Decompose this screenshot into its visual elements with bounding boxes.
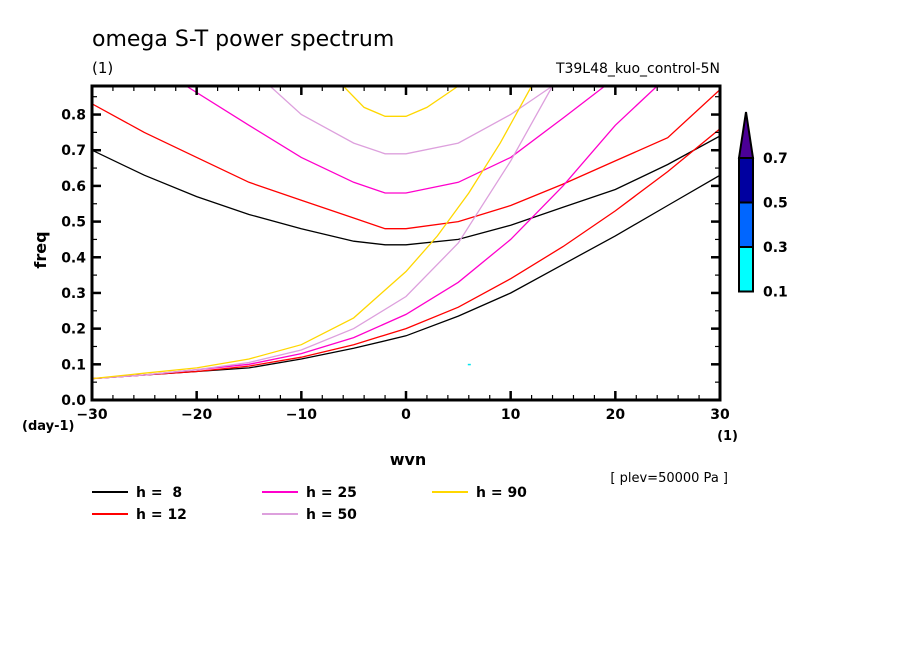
legend: h = 8 h = 12 h = 25 h = 50 h = 90 (92, 485, 527, 523)
y-tick-label: 0.2 (61, 322, 86, 338)
colorbar-extend-arrow (737, 111, 755, 159)
series-line-h8-lower (92, 174, 720, 380)
x-tick-label: 30 (710, 407, 730, 423)
x-axis-label: wvn (390, 450, 427, 469)
y-tick-label: 0.4 (61, 250, 86, 266)
annotation-plev: [ plev=50000 Pa ] (610, 471, 728, 486)
plot-border (90, 84, 722, 402)
x-tick-label: −10 (286, 407, 317, 423)
legend-label: h = 12 (136, 507, 187, 523)
y-axis-unit: (day-1) (22, 419, 74, 434)
series-line-h25-upper (185, 86, 606, 194)
subtitle-left: (1) (92, 59, 113, 77)
series-line-h50-upper (269, 86, 553, 155)
chart-title: omega S-T power spectrum (92, 27, 394, 52)
colorbar-box (738, 157, 754, 204)
series-line-h90-lower (92, 86, 533, 380)
stray-mark (467, 363, 471, 366)
legend-label: h = 8 (136, 485, 182, 501)
legend-label: h = 25 (306, 485, 357, 501)
series-line-h90-upper (342, 86, 459, 117)
x-tick-label: 10 (501, 407, 521, 423)
series-line-h25-lower (92, 86, 658, 380)
series-line-h12-upper (92, 89, 720, 230)
series-line-h50-lower (92, 86, 554, 380)
axis-ticks (90, 86, 722, 402)
colorbar-box (738, 201, 754, 248)
colorbar: 0.1 0.3 0.5 0.7 (737, 111, 788, 301)
series-line-h8-upper (92, 135, 720, 246)
colorbar-label: 0.7 (763, 151, 788, 167)
y-tick-label: 0.8 (61, 108, 86, 124)
colorbar-label: 0.1 (763, 285, 788, 301)
x-tick-label: 20 (606, 407, 626, 423)
x-axis-unit: (1) (717, 429, 738, 444)
x-tick-label: −20 (181, 407, 212, 423)
y-tick-label: 0.1 (61, 357, 86, 373)
legend-label: h = 50 (306, 507, 357, 523)
colorbar-label: 0.5 (763, 196, 788, 212)
y-tick-label: 0.6 (61, 179, 86, 195)
y-tick-label: 0.0 (61, 393, 86, 409)
subtitle-right: T39L48_kuo_control-5N (555, 61, 720, 77)
y-axis-label: freq (31, 231, 50, 268)
y-tick-label: 0.3 (61, 286, 86, 302)
legend-label: h = 90 (476, 485, 527, 501)
plot-frame (90, 84, 722, 402)
y-tick-label: 0.7 (61, 143, 86, 159)
axis-tick-labels: −30 −20 −10 0 10 20 30 0.0 0.1 0.2 0.3 0.4 0.5 0.6 0.7… (61, 108, 730, 423)
colorbar-label: 0.3 (763, 240, 788, 256)
x-tick-label: 0 (401, 407, 411, 423)
series-line-h12-lower (92, 128, 720, 380)
y-tick-label: 0.5 (61, 215, 86, 231)
colorbar-box (738, 246, 754, 293)
x-tick-label: −30 (76, 407, 107, 423)
series-group (92, 86, 720, 380)
